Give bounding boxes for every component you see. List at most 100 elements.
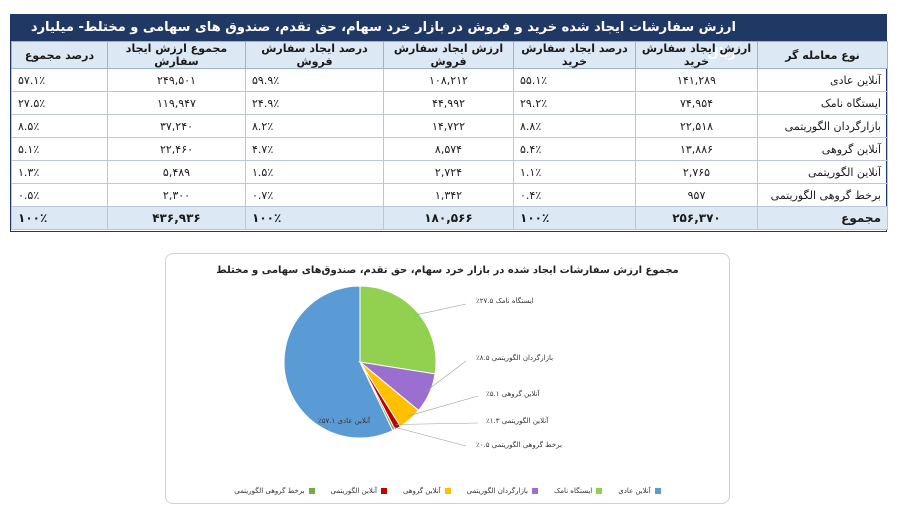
col-header-type: نوع معامله گر [757,41,888,69]
cell-total-pct: ۸.۵٪ [11,114,108,138]
cell-buy-pct: ۱.۱٪ [513,160,636,184]
chart-legend: آنلاین عادی ایستگاه نامک بازارگردان الگوری… [166,487,729,495]
cell-sell-pct: ۴.۷٪ [245,137,384,161]
order-value-table: ارزش سفارشات ایجاد شده خرید و فروش در با… [10,14,888,232]
pie-data-label: آنلاین الگوریتمی ۱.۳٪ [486,417,549,425]
total-buy-value: ۲۵۶,۳۷۰ [635,206,758,230]
pie-data-label: آنلاین گروهی ۵.۱٪ [486,390,540,398]
cell-total-pct: ۰.۵٪ [11,183,108,207]
legend-item: بازارگردان الگوریتمی [467,487,538,495]
cell-total-value: ۲۴۹,۵۰۱ [107,68,246,92]
cell-type: آنلاین گروهی [757,137,888,161]
total-buy-pct: ۱۰۰٪ [513,206,636,230]
cell-buy-pct: ۲۹.۲٪ [513,91,636,115]
col-header-sell-pct: درصد ایجاد سفارش فروش [245,41,384,69]
col-header-total-pct: درصد مجموع [11,41,108,69]
cell-total-value: ۲۲,۴۶۰ [107,137,246,161]
legend-swatch [380,488,387,494]
cell-buy-pct: ۵۵.۱٪ [513,68,636,92]
cell-buy-pct: ۵.۴٪ [513,137,636,161]
cell-type: ایستگاه نامک [757,91,888,115]
pie-chart [283,285,479,447]
table-row: آنلاین عادی ۱۴۱,۲۸۹ ۵۵.۱٪ ۱۰۸,۲۱۲ ۵۹.۹٪ … [11,68,888,92]
cell-total-value: ۳۷,۲۴۰ [107,114,246,138]
cell-buy-value: ۲۲,۵۱۸ [635,114,758,138]
cell-buy-value: ۷۴,۹۵۴ [635,91,758,115]
pie-data-label: ایستگاه نامک ۲۷.۵٪ [476,297,534,305]
cell-buy-value: ۱۴۱,۲۸۹ [635,68,758,92]
cell-sell-value: ۱,۳۴۲ [383,183,514,207]
legend-swatch [531,488,538,494]
legend-label: ایستگاه نامک [553,487,593,495]
table-row: آنلاین الگوریتمی ۲,۷۶۵ ۱.۱٪ ۲,۷۲۴ ۱.۵٪ ۵… [11,160,888,184]
pie-data-label: برخط گروهی الگوریتمی ۰.۵٪ [476,441,562,449]
legend-swatch [444,488,451,494]
data-table: نوع معامله گر ارزش ایجاد سفارش خرید درصد… [11,41,888,230]
cell-type: آنلاین الگوریتمی [757,160,888,184]
legend-label: آنلاین الگوریتمی [330,487,377,495]
cell-sell-value: ۸,۵۷۴ [383,137,514,161]
chart-title: مجموع ارزش سفارشات ایجاد شده در بازار خر… [216,265,679,276]
cell-total-pct: ۵۷.۱٪ [11,68,108,92]
leader-line [392,426,467,447]
legend-item: ایستگاه نامک [553,487,603,495]
col-header-total-value: مجموع ارزش ایجاد سفارش [107,41,246,69]
total-pct: ۱۰۰٪ [11,206,108,230]
legend-label: برخط گروهی الگوریتمی [234,487,305,495]
cell-total-value: ۲,۳۰۰ [107,183,246,207]
legend-item: آنلاین عادی [618,487,661,495]
col-header-buy-pct: درصد ایجاد سفارش خرید [513,41,636,69]
table-row: آنلاین گروهی ۱۳,۸۸۶ ۵.۴٪ ۸,۵۷۴ ۴.۷٪ ۲۲,۴… [11,137,888,161]
col-header-buy-value: ارزش ایجاد سفارش خرید [635,41,758,69]
table-row: بازارگردان الگوریتمی ۲۲,۵۱۸ ۸.۸٪ ۱۴,۷۲۲ … [11,114,888,138]
header-row: نوع معامله گر ارزش ایجاد سفارش خرید درصد… [11,41,888,69]
total-sell-pct: ۱۰۰٪ [245,206,384,230]
legend-item: آنلاین گروهی [403,487,451,495]
legend-swatch [308,488,315,494]
legend-label: آنلاین گروهی [402,487,441,495]
pie-chart-panel: مجموع ارزش سفارشات ایجاد شده در بازار خر… [165,253,730,504]
legend-swatch [596,488,603,494]
pie-data-label: بازارگردان الگوریتمی ۸.۵٪ [476,354,554,362]
total-label: مجموع [757,206,888,230]
cell-total-pct: ۱.۳٪ [11,160,108,184]
pie-data-label: آنلاین عادی ۵۷.۱٪ [318,417,370,425]
pie-slice-1 [283,285,394,439]
cell-total-pct: ۵.۱٪ [11,137,108,161]
total-value: ۴۳۶,۹۳۶ [107,206,246,230]
legend-label: بازارگردان الگوریتمی [466,487,528,495]
total-row: مجموع ۲۵۶,۳۷۰ ۱۰۰٪ ۱۸۰,۵۶۶ ۱۰۰٪ ۴۳۶,۹۳۶ … [11,206,888,230]
legend-item: برخط گروهی الگوریتمی [234,487,315,495]
cell-type: برخط گروهی الگوریتمی [757,183,888,207]
leader-line [414,303,467,316]
leader-line [395,422,479,425]
cell-sell-value: ۲,۷۲۴ [383,160,514,184]
cell-total-pct: ۲۷.۵٪ [11,91,108,115]
cell-type: بازارگردان الگوریتمی [757,114,888,138]
table-title: ارزش سفارشات ایجاد شده خرید و فروش در با… [11,15,886,61]
total-sell-value: ۱۸۰,۵۶۶ [383,206,514,230]
cell-buy-pct: ۸.۸٪ [513,114,636,138]
cell-buy-value: ۲,۷۶۵ [635,160,758,184]
cell-buy-pct: ۰.۴٪ [513,183,636,207]
pie-slice-6 [359,361,396,432]
cell-sell-pct: ۰.۷٪ [245,183,384,207]
cell-buy-value: ۱۳,۸۸۶ [635,137,758,161]
cell-total-value: ۵,۴۸۹ [107,160,246,184]
cell-sell-value: ۴۴,۹۹۲ [383,91,514,115]
cell-sell-value: ۱۴,۷۲۲ [383,114,514,138]
cell-total-value: ۱۱۹,۹۴۷ [107,91,246,115]
legend-label: آنلاین عادی [618,487,651,495]
cell-type: آنلاین عادی [757,68,888,92]
table-row: ایستگاه نامک ۷۴,۹۵۴ ۲۹.۲٪ ۴۴,۹۹۲ ۲۴.۹٪ ۱… [11,91,888,115]
legend-swatch [654,488,661,494]
leader-line [407,395,479,417]
cell-sell-pct: ۸.۲٪ [245,114,384,138]
col-header-sell-value: ارزش ایجاد سفارش فروش [383,41,514,69]
legend-item: آنلاین الگوریتمی [331,487,387,495]
cell-sell-pct: ۱.۵٪ [245,160,384,184]
leader-line [425,360,467,392]
cell-sell-pct: ۲۴.۹٪ [245,91,384,115]
table-row: برخط گروهی الگوریتمی ۹۵۷ ۰.۴٪ ۱,۳۴۲ ۰.۷٪… [11,183,888,207]
cell-buy-value: ۹۵۷ [635,183,758,207]
